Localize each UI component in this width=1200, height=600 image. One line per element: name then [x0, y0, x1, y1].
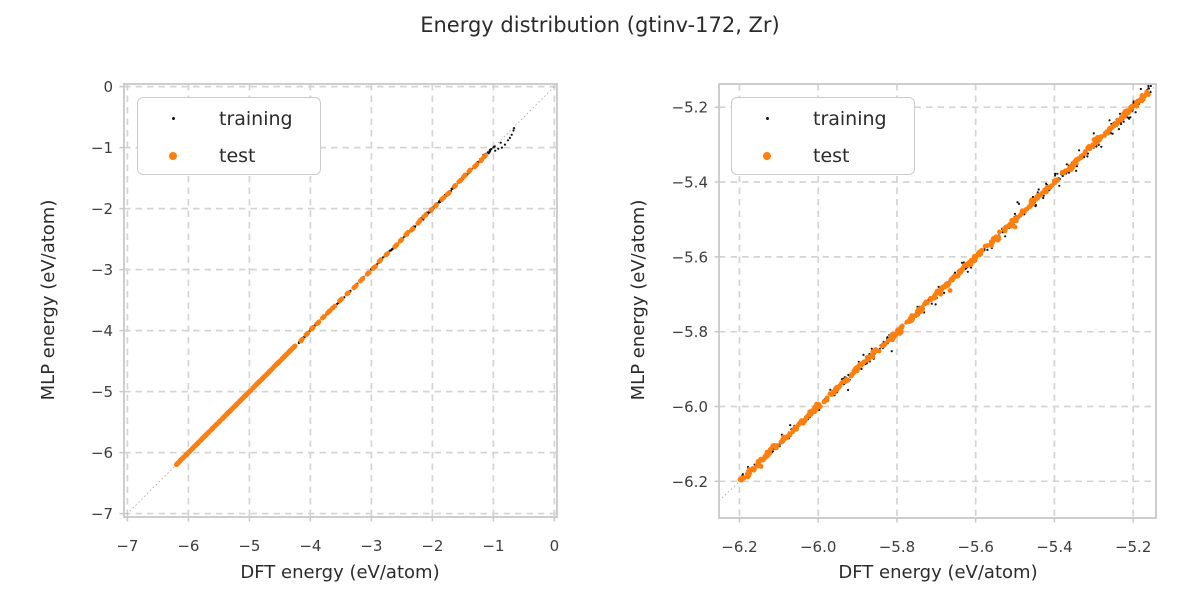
x-axis-label-right: DFT energy (eV/atom): [838, 562, 1038, 583]
y-tick-label: 0: [103, 78, 113, 96]
legend-label: training: [219, 107, 293, 130]
training-marker-icon: [138, 117, 208, 120]
axes-spines: [123, 83, 558, 518]
tick-labels: −7 −6 −5 −4 −3 −2 −1 0 0 −1 −2 −3 −4 −5 −6 −7: [91, 78, 559, 555]
x-axis-label-left: DFT energy (eV/atom): [240, 562, 440, 583]
x-tick-label: −6.2: [721, 538, 757, 556]
y-tick-label: −5.6: [672, 248, 708, 266]
x-tick-label: −5.4: [1036, 538, 1072, 556]
y-tick-label: −4: [91, 322, 113, 340]
x-tick-label: −6: [177, 537, 199, 555]
y-tick-label: −6.2: [672, 473, 708, 491]
legend-item-training: training: [138, 100, 320, 137]
figure-title: Energy distribution (gtinv-172, Zr): [420, 13, 780, 37]
x-tick-label: −1: [482, 537, 504, 555]
y-tick-label: −6: [91, 444, 113, 462]
legend-right: training test: [731, 97, 915, 175]
tick-marks: [119, 85, 556, 522]
scatter-series-test: [174, 153, 488, 468]
legend-left: training test: [137, 97, 321, 175]
y-tick-label: −5: [91, 383, 113, 401]
axes-spines: [718, 83, 1157, 519]
y-tick-label: −5.4: [672, 174, 708, 192]
y-tick-label: −5.2: [672, 99, 708, 117]
y-tick-label: −2: [91, 200, 113, 218]
x-tick-label: −5.8: [879, 538, 915, 556]
x-tick-label: −6.0: [800, 538, 836, 556]
tick-labels: −6.2 −6.0 −5.8 −5.6 −5.4 −5.2 −5.2 −5.4 −5.6 −5.8…: [672, 99, 1152, 556]
legend-label: test: [813, 144, 850, 167]
test-marker-icon: [138, 151, 208, 160]
x-tick-label: −5.6: [957, 538, 993, 556]
legend-item-test: test: [138, 137, 320, 174]
training-marker-icon: [732, 117, 802, 120]
x-tick-label: 0: [550, 537, 560, 555]
y-axis-label-right: MLP energy (eV/atom): [628, 199, 649, 401]
y-axis-label-left: MLP energy (eV/atom): [38, 199, 59, 401]
x-tick-label: −5.2: [1115, 538, 1151, 556]
x-tick-label: −5: [238, 537, 260, 555]
test-marker-icon: [732, 151, 802, 160]
tick-marks: [714, 106, 1134, 523]
y-tick-label: −3: [91, 261, 113, 279]
x-tick-label: −2: [421, 537, 443, 555]
legend-item-test: test: [732, 137, 914, 174]
y-tick-label: −6.0: [672, 398, 708, 416]
x-tick-label: −7: [116, 537, 138, 555]
scatter-series-test: [737, 89, 1151, 483]
x-tick-label: −4: [299, 537, 321, 555]
y-tick-label: −7: [91, 505, 113, 523]
legend-label: test: [219, 144, 256, 167]
legend-item-training: training: [732, 100, 914, 137]
y-tick-label: −5.8: [672, 323, 708, 341]
y-tick-label: −1: [91, 139, 113, 157]
x-tick-label: −3: [360, 537, 382, 555]
legend-label: training: [813, 107, 887, 130]
